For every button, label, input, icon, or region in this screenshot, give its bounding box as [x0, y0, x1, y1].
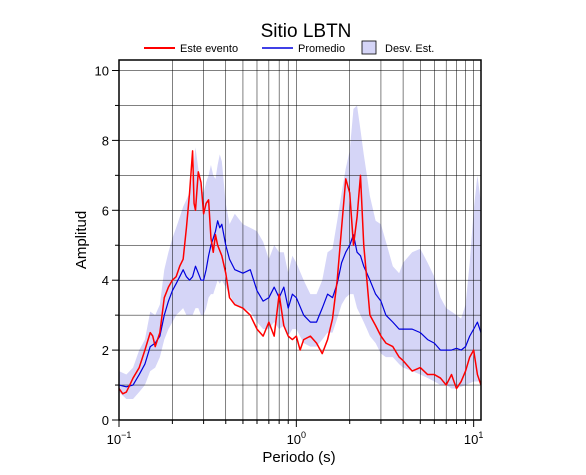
y-tick-label: 2: [102, 343, 109, 358]
legend-std-label: Desv. Est.: [385, 43, 434, 55]
x-tick-label: 101: [464, 430, 483, 447]
legend-mean-label: Promedio: [298, 43, 345, 55]
legend-event-label: Este evento: [180, 43, 238, 55]
y-tick-label: 0: [102, 413, 109, 428]
x-tick-label: 100: [287, 430, 306, 447]
y-axis-label: Amplitud: [73, 211, 90, 269]
legend-std-swatch: [361, 40, 377, 55]
event-series-line: [119, 150, 481, 395]
x-tick-label: 10−1: [107, 430, 132, 447]
series-layer: [119, 150, 481, 395]
y-tick-label: 8: [102, 133, 109, 148]
plot-frame: [118, 59, 482, 421]
legend: Este evento Promedio Desv. Est.: [144, 40, 434, 55]
grid-layer: [118, 60, 481, 420]
tick-layer: 0 2 4 6 8 10 10−1 100 101: [95, 63, 484, 447]
chart-title: Sitio LBTN: [261, 21, 352, 42]
x-axis-label: Periodo (s): [262, 449, 335, 466]
std-band: [119, 105, 481, 400]
y-tick-label: 4: [102, 273, 109, 288]
mean-series-line: [119, 220, 481, 388]
std-band-layer: [119, 105, 481, 400]
y-tick-label: 10: [95, 63, 109, 78]
y-tick-label: 6: [102, 203, 109, 218]
